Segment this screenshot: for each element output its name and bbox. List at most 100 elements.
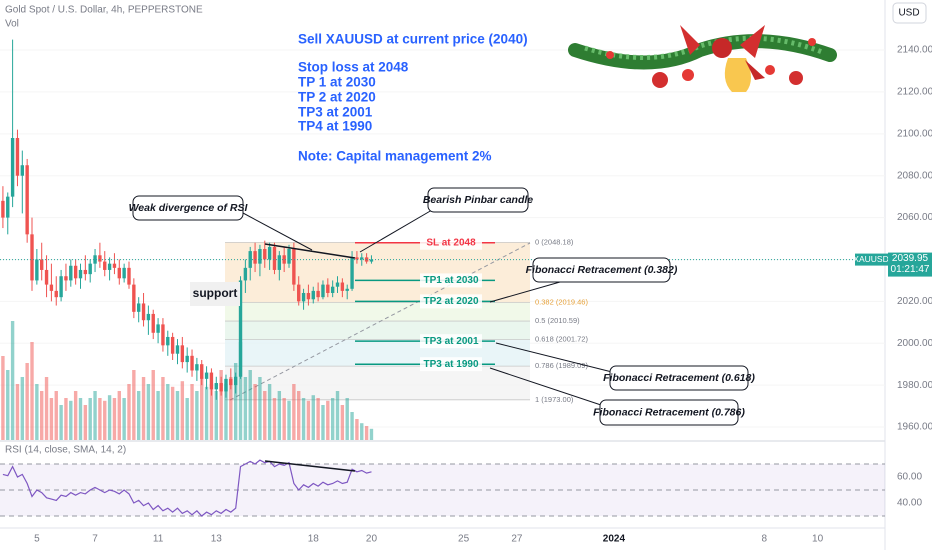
candle-body (214, 383, 218, 390)
volume-bar (263, 391, 267, 440)
volume-bar (311, 395, 315, 440)
volume-bar (326, 400, 330, 440)
callout-text: Weak divergence of RSI (129, 202, 249, 214)
candle-body (103, 261, 107, 270)
x-tick-label: 7 (92, 534, 98, 545)
volume-bar (229, 377, 233, 440)
x-tick-label: 2024 (603, 534, 626, 545)
volume-bar (25, 363, 29, 440)
currency-button[interactable] (892, 2, 927, 24)
candle-body (263, 249, 267, 260)
candle-body (146, 313, 151, 321)
x-tick-label: 5 (34, 534, 40, 545)
candle-body (345, 288, 349, 291)
candle-body (321, 284, 325, 298)
level-label-bg (420, 334, 482, 349)
volume-bar (54, 391, 58, 440)
level-label-bg (420, 235, 482, 250)
y-tick-label: 2120.00 (897, 87, 932, 98)
volume-bar (15, 384, 20, 440)
candle-body (330, 286, 335, 293)
candle-body (117, 267, 121, 279)
candle-body (161, 324, 165, 346)
candle-body (335, 282, 340, 287)
candle-body (297, 284, 301, 302)
callout-box (609, 365, 749, 391)
y-tick-label: 2080.00 (897, 170, 932, 181)
symbol-title: Gold Spot / U.S. Dollar, 4h, PEPPERSTONE (5, 5, 203, 16)
candle-body (136, 303, 141, 312)
volume-bar (330, 398, 335, 440)
candle-body (258, 249, 262, 264)
volume-bar (117, 391, 121, 440)
candle-body (20, 165, 25, 176)
plan-text: TP3 at 2001 (298, 105, 373, 120)
volume-bar (151, 370, 155, 440)
volume-bar (132, 370, 136, 440)
candle-body (6, 196, 10, 218)
candle-body (40, 259, 44, 270)
last-price-label: 2039.95 (892, 253, 929, 264)
candle-body (98, 255, 102, 262)
volume-bar (83, 405, 88, 440)
trend-line (229, 242, 531, 401)
x-tick-label: 11 (153, 534, 164, 545)
volume-label: Vol (5, 19, 19, 30)
callout-pointer (495, 342, 613, 373)
volume-bar (78, 398, 83, 440)
candle-body (30, 234, 34, 281)
volume-bar (166, 384, 170, 440)
volume-bar (321, 405, 325, 440)
callout-text: Fibonacci Retracement (0.382) (526, 264, 678, 276)
volume-bar (316, 398, 320, 440)
last-price-countdown: 01:21:47 (891, 264, 930, 275)
candle-body (15, 138, 20, 176)
fib-label: 0.618 (2001.72) (535, 335, 588, 344)
candle-body (132, 284, 136, 312)
volume-bar (364, 426, 369, 440)
callout-text: Bearish Pinbar candle (423, 194, 533, 206)
plan-text: Stop loss at 2048 (298, 60, 409, 75)
volume-bar (40, 391, 44, 440)
volume-bar (127, 384, 131, 440)
candle-body (44, 269, 49, 285)
volume-bar (195, 391, 199, 440)
volume-bar (49, 398, 54, 440)
candle-body (243, 267, 248, 281)
volume-bar (297, 391, 301, 440)
candle-body (59, 276, 63, 298)
y-tick-label: 2000.00 (897, 338, 932, 349)
candle-body (112, 263, 117, 268)
candle-body (54, 290, 58, 298)
candle-body (306, 292, 311, 300)
candle-body (170, 336, 175, 354)
volume-bar (292, 384, 296, 440)
fib-label: 0.5 (2010.59) (535, 316, 580, 325)
volume-bar (219, 370, 223, 440)
volume-bar (88, 398, 92, 440)
level-label: TP3 at 2001 (423, 336, 478, 347)
volume-bar (112, 398, 117, 440)
volume-bar (6, 370, 10, 440)
volume-bar (204, 386, 209, 440)
candle-body (360, 257, 364, 260)
volume-bar (103, 400, 107, 440)
candle-body (73, 265, 78, 279)
callout-pointer (359, 209, 433, 253)
rsi-tick-label: 40.00 (897, 498, 922, 509)
candle-body (229, 378, 233, 386)
candle-body (141, 303, 146, 321)
support-label: support (193, 286, 238, 300)
volume-bar (98, 398, 102, 440)
rsi-tick-label: 60.00 (897, 472, 922, 483)
volume-bar (350, 412, 354, 440)
plan-text: Sell XAUUSD at current price (2040) (298, 32, 528, 47)
volume-bar (161, 377, 165, 440)
y-tick-label: 1960.00 (897, 422, 932, 433)
candle-body (88, 263, 92, 275)
volume-bar (238, 342, 243, 440)
y-tick-label: 2060.00 (897, 212, 932, 223)
volume-bar (248, 370, 252, 440)
candle-body (355, 257, 359, 260)
callout-text: Fibonacci Retracement (0.786) (593, 406, 745, 418)
